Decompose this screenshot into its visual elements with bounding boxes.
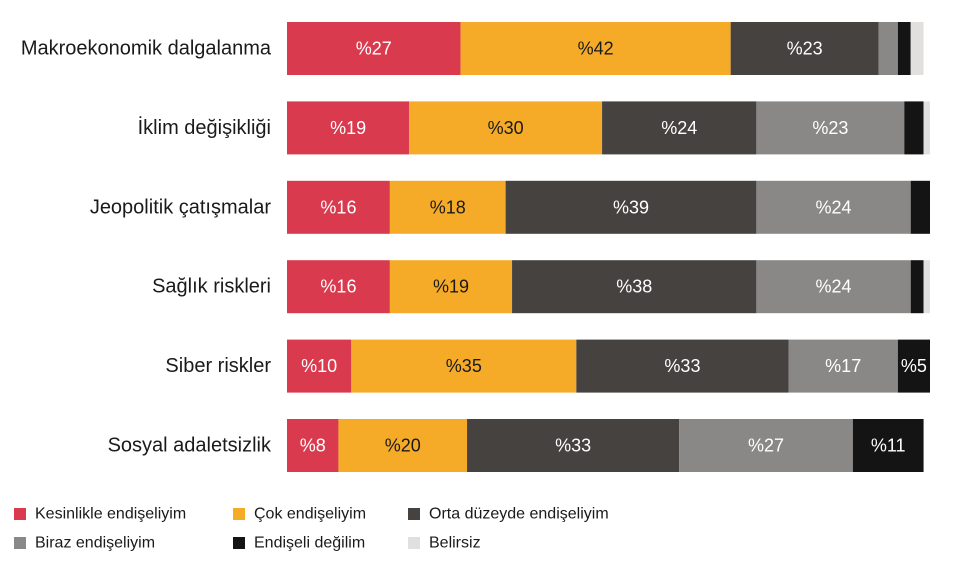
data-label: %33 [664,356,700,376]
bar-segment [679,419,853,472]
bar-segment [389,260,513,314]
bar-segment [897,339,930,393]
legend-label: Belirsiz [429,535,481,552]
bar-segment [602,101,757,155]
data-label: %8 [300,436,326,456]
data-label: %17 [825,356,861,376]
bar-segment [505,180,757,234]
bar-segment [287,419,339,472]
bar-segment [852,419,924,472]
legend-label: Kesinlikle endişeliyim [35,506,186,523]
bar-segment [904,101,924,155]
data-label: %23 [812,118,848,138]
data-label: %39 [613,197,649,217]
data-label: %33 [555,436,591,456]
data-label: %30 [488,118,524,138]
data-label: %42 [578,39,614,59]
data-label: %16 [320,277,356,297]
bar-segment [878,22,898,75]
bar-segment [338,419,468,472]
bar-segment [910,180,930,234]
category-label: Siber riskler [165,355,271,377]
bar-segment [576,339,789,393]
bar-segment [756,260,911,314]
data-label: %24 [816,197,852,217]
category-label: Jeopolitik çatışmalar [90,196,272,218]
legend-label: Endişeli değilim [254,535,365,552]
data-label: %19 [330,118,366,138]
bar-segment [287,22,461,75]
category-labels: Makroekonomik dalgalanma İklim değişikliğ… [21,38,272,457]
legend-swatch [233,508,245,520]
bar-segment [389,180,506,234]
data-label: %16 [320,197,356,217]
category-label: Sağlık riskleri [152,276,271,298]
category-label: Sosyal adaletsizlik [108,435,272,457]
legend-swatch [408,537,420,549]
bar-segment [287,260,390,314]
data-label: %11 [871,436,906,456]
bar-segment [910,260,924,314]
legend-label: Orta düzeyde endişeliyim [429,506,609,523]
bar-segment [788,339,898,393]
legend: Kesinlikle endişeliyim Çok endişeliyim Ort… [14,506,609,552]
bar-segment [287,101,410,155]
data-label: %20 [385,436,421,456]
legend-swatch [408,508,420,520]
bar-segment [910,22,924,75]
data-label: %24 [816,277,852,297]
data-label: %24 [661,118,697,138]
category-label: Makroekonomik dalgalanma [21,38,272,60]
data-label: %27 [356,39,392,59]
legend-swatch [14,508,26,520]
data-label: %27 [748,436,784,456]
bar-segment [756,101,905,155]
bar-segment [756,180,911,234]
legend-label: Çok endişeliyim [254,506,366,523]
data-label: %23 [787,39,823,59]
data-label: %18 [430,197,466,217]
legend-label: Biraz endişeliyim [35,535,155,552]
bar-segment [897,22,911,75]
bar-segment [923,101,930,155]
legend-swatch [233,537,245,549]
category-label: İklim değişikliği [138,116,271,139]
legend-swatch [14,537,26,549]
bar-segment [287,339,352,393]
data-label: %38 [616,277,652,297]
bar-segment [460,22,731,75]
bar-segment [287,180,390,234]
bar-segment [730,22,879,75]
bar-segment [351,339,577,393]
bar-segment [923,260,930,314]
data-label: %19 [433,277,469,297]
bar-segment [467,419,680,472]
data-label: %35 [446,356,482,376]
bar-segment [409,101,603,155]
data-label: %10 [301,356,337,376]
bar-segment [512,260,757,314]
data-label: %5 [901,356,927,376]
bars-area: %27 %42 %23 %19 %30 %24 %23 %16 %18 %39 %24 %16 %19%… [287,22,930,472]
